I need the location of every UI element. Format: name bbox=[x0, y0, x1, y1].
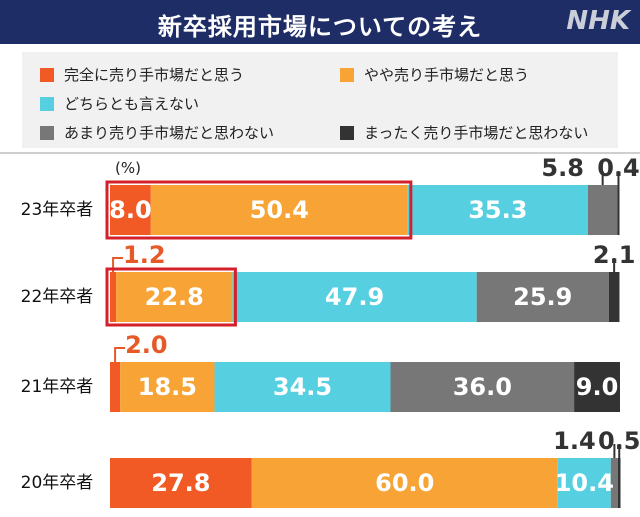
bar-segment bbox=[110, 458, 252, 508]
bar-segment bbox=[476, 272, 609, 322]
legend-label: あまり売り手市場だと思わない bbox=[64, 124, 275, 142]
callout-line bbox=[114, 347, 126, 362]
legend: 完全に売り手市場だと思う やや売り手市場だと思う どちらとも言えない あまり売り… bbox=[22, 52, 618, 148]
legend-item-not-at-all-seller: まったく売り手市場だと思わない bbox=[340, 122, 588, 143]
category-label: 21年卒者 bbox=[21, 377, 94, 397]
data-label: 0.4 bbox=[597, 154, 640, 182]
data-label: 2.1 bbox=[593, 241, 636, 269]
bar-segment bbox=[251, 458, 558, 508]
bar-segment bbox=[116, 272, 233, 322]
category-label: 22年卒者 bbox=[21, 287, 94, 307]
data-label: 60.0 bbox=[375, 469, 434, 497]
category-label: 23年卒者 bbox=[21, 200, 94, 220]
legend-swatch bbox=[340, 67, 354, 82]
bar-segment bbox=[587, 185, 618, 235]
legend-item-not-really-seller: あまり売り手市場だと思わない bbox=[40, 122, 274, 143]
data-label: 36.0 bbox=[453, 373, 512, 401]
title-bar: 新卒採用市場についての考え NHK bbox=[0, 0, 640, 44]
data-label: 27.8 bbox=[151, 469, 210, 497]
callout-line bbox=[112, 257, 124, 272]
legend-item-complete-seller: 完全に売り手市場だと思う bbox=[40, 64, 244, 85]
legend-item-neutral: どちらとも言えない bbox=[40, 93, 199, 114]
highlight-box bbox=[105, 267, 237, 327]
bar-segment bbox=[214, 362, 391, 412]
legend-swatch bbox=[40, 67, 54, 82]
legend-swatch bbox=[40, 125, 54, 140]
bar-segment bbox=[150, 185, 408, 235]
data-label: 8.0 bbox=[109, 196, 152, 224]
legend-label: まったく売り手市場だと思わない bbox=[364, 124, 589, 142]
divider bbox=[0, 152, 640, 154]
bar-segment bbox=[110, 185, 151, 235]
data-label: 35.3 bbox=[468, 196, 527, 224]
bar-segment bbox=[390, 362, 575, 412]
data-label: 34.5 bbox=[273, 373, 332, 401]
data-label: 1.4 bbox=[553, 427, 596, 455]
chart-title: 新卒採用市場についての考え bbox=[157, 13, 483, 41]
data-label: 22.8 bbox=[145, 283, 204, 311]
data-label: 25.9 bbox=[513, 283, 572, 311]
bar-segment bbox=[110, 272, 117, 322]
bar-segment bbox=[617, 185, 620, 235]
legend-label: やや売り手市場だと思う bbox=[364, 66, 530, 84]
data-label: 47.9 bbox=[325, 283, 384, 311]
data-label: 0.5 bbox=[598, 427, 640, 455]
bar-segment bbox=[617, 458, 621, 508]
unit-label: (%) bbox=[115, 159, 141, 177]
data-label: 50.4 bbox=[250, 196, 309, 224]
legend-item-somewhat-seller: やや売り手市場だと思う bbox=[340, 64, 529, 85]
data-label: 10.4 bbox=[555, 469, 614, 497]
data-label: 9.0 bbox=[576, 373, 619, 401]
bar-segment bbox=[574, 362, 620, 412]
bar-segment bbox=[557, 458, 611, 508]
category-label: 20年卒者 bbox=[21, 473, 94, 493]
bar-segment bbox=[232, 272, 477, 322]
bar-segment bbox=[610, 458, 618, 508]
legend-label: 完全に売り手市場だと思う bbox=[64, 66, 245, 84]
legend-swatch bbox=[340, 125, 354, 140]
bar-segment bbox=[120, 362, 215, 412]
legend-label: どちらとも言えない bbox=[64, 95, 200, 113]
data-label: 5.8 bbox=[541, 154, 584, 182]
bar-segment bbox=[608, 272, 620, 322]
nhk-logo: NHK bbox=[566, 6, 630, 36]
bar-segment bbox=[110, 362, 121, 412]
data-label: 1.2 bbox=[123, 241, 166, 269]
data-label: 18.5 bbox=[138, 373, 197, 401]
bar-segment bbox=[407, 185, 588, 235]
highlight-box bbox=[105, 180, 413, 240]
data-label: 2.0 bbox=[125, 331, 168, 359]
legend-swatch bbox=[40, 96, 54, 111]
